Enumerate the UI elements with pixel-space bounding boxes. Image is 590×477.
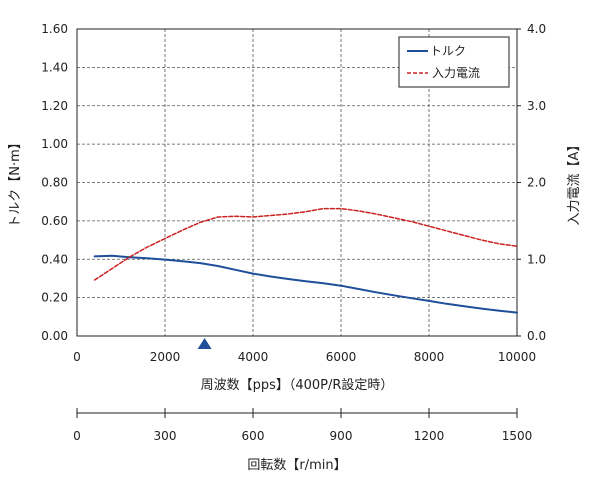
y-right-tick-label: 3.0 <box>527 99 546 113</box>
legend-box <box>398 36 510 88</box>
x-tick-label: 6000 <box>326 350 357 364</box>
y-right-ticks: 0.0 1.0 2.0 3.0 4.0 <box>517 22 546 343</box>
y-left-ticks: 0.00 0.20 0.40 0.60 0.80 1.00 1.20 1.40 1.60 <box>41 22 68 343</box>
x-tick-label: 4000 <box>238 350 269 364</box>
x-tick-label: 2000 <box>150 350 181 364</box>
y-left-tick-label: 1.20 <box>41 99 68 113</box>
y-left-tick-label: 1.00 <box>41 137 68 151</box>
y-right-tick-label: 0.0 <box>527 329 546 343</box>
y-left-tick-label: 1.60 <box>41 22 68 36</box>
x-axis-label: 周波数【pps】（400P/R設定時） <box>201 377 394 393</box>
y-left-tick-label: 1.40 <box>41 60 68 74</box>
x-tick-label: 0 <box>73 350 81 364</box>
rpm-tick-label: 300 <box>154 429 177 443</box>
legend-label-current: 入力電流 <box>432 66 480 80</box>
series-current-line <box>93 207 518 281</box>
rpm-tick-label: 900 <box>330 429 353 443</box>
rpm-tick-label: 600 <box>242 429 265 443</box>
y-right-tick-label: 4.0 <box>527 22 546 36</box>
y-right-tick-label: 2.0 <box>527 176 546 190</box>
y-left-axis-label: トルク【N·m】 <box>8 136 23 228</box>
rpm-tick-label: 0 <box>73 429 81 443</box>
rpm-tick-label: 1200 <box>414 429 445 443</box>
legend-label-torque: トルク <box>430 44 466 58</box>
x-tick-label: 10000 <box>498 350 536 364</box>
rpm-axis-label: 回転数【r/min】 <box>247 458 346 473</box>
y-left-tick-label: 0.20 <box>41 291 68 305</box>
y-right-tick-label: 1.0 <box>527 252 546 266</box>
x-axis-marker-triangle <box>197 338 212 349</box>
y-right-axis-label: 入力電流【A】 <box>567 139 582 226</box>
x-ticks: 0 2000 4000 6000 8000 10000 <box>73 350 536 364</box>
legend: トルク 入力電流 <box>398 36 510 88</box>
y-left-tick-label: 0.00 <box>41 329 68 343</box>
rpm-ticks: 0 300 600 900 1200 1500 <box>73 408 532 443</box>
rpm-tick-label: 1500 <box>502 429 533 443</box>
marker-layer <box>197 338 212 349</box>
x-tick-label: 8000 <box>414 350 445 364</box>
y-left-tick-label: 0.80 <box>41 176 68 190</box>
y-left-tick-label: 0.60 <box>41 214 68 228</box>
y-left-tick-label: 0.40 <box>41 252 68 266</box>
series-torque-line <box>93 254 518 314</box>
series-layer <box>93 207 518 314</box>
